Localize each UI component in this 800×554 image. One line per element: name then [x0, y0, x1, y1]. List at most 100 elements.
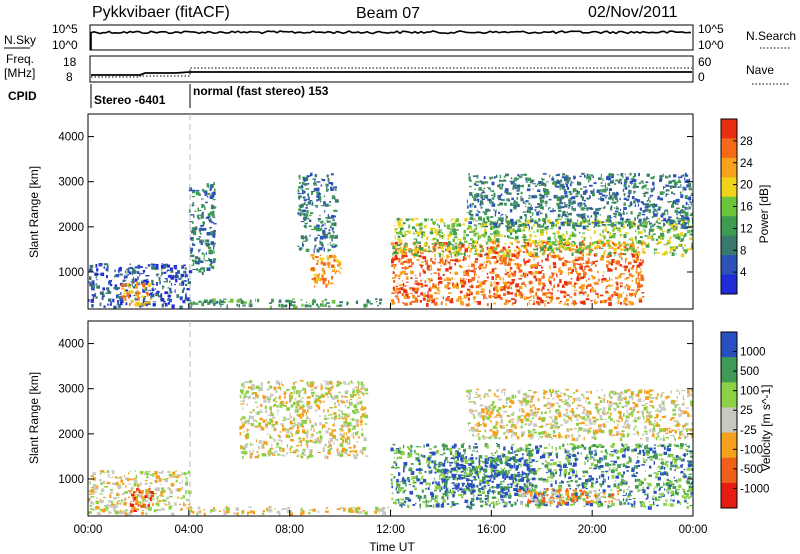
velocity-echo-cell	[136, 493, 139, 497]
power-echo-cell	[618, 212, 621, 216]
velocity-echo-cell	[314, 398, 317, 401]
power-echo-cell	[556, 273, 558, 277]
power-echo-cell	[209, 259, 213, 262]
power-echo-cell	[171, 283, 173, 286]
power-echo-cell	[536, 247, 539, 251]
power-echo-cell	[556, 202, 560, 207]
power-echo-cell	[529, 271, 533, 275]
power-echo-cell	[243, 301, 247, 304]
power-echo-cell	[686, 184, 691, 188]
power-echo-cell	[545, 226, 549, 228]
power-echo-cell	[496, 259, 499, 264]
velocity-echo-cell	[277, 413, 279, 416]
power-echo-cell	[564, 191, 568, 195]
power-echo-cell	[527, 177, 531, 181]
power-echo-cell	[210, 231, 215, 234]
power-echo-cell	[614, 253, 616, 257]
power-echo-cell	[618, 293, 623, 296]
power-echo-cell	[569, 235, 572, 237]
power-echo-cell	[633, 222, 636, 226]
power-echo-cell	[641, 259, 644, 264]
nsky-tick-bottom: 10^0	[52, 38, 78, 52]
power-echo-cell	[624, 182, 626, 185]
power-echo-cell	[310, 172, 313, 177]
velocity-echo-cell	[128, 483, 131, 485]
power-echo-cell	[456, 282, 459, 287]
power-echo-cell	[129, 271, 132, 275]
power-echo-cell	[140, 273, 144, 275]
power-echo-cell	[578, 232, 581, 234]
velocity-echo-cell	[133, 497, 137, 501]
power-echo-cell	[583, 236, 586, 241]
power-echo-cell	[377, 304, 379, 307]
power-echo-cell	[620, 181, 623, 185]
power-echo-cell	[640, 274, 644, 278]
velocity-echo-cell	[152, 503, 154, 506]
velocity-echo-cell	[269, 418, 273, 422]
power-echo-cell	[120, 284, 124, 288]
velocity-echo-cell	[349, 399, 353, 401]
power-echo-cell	[161, 268, 163, 271]
velocity-echo-cell	[261, 411, 263, 413]
power-echo-cell	[433, 248, 436, 250]
velocity-echo-cell	[179, 474, 182, 477]
power-echo-cell	[584, 265, 586, 270]
velocity-echo-cell	[89, 505, 92, 507]
power-echo-cell	[324, 298, 328, 301]
power-echo-cell	[533, 258, 536, 260]
velocity-echo-cell	[581, 444, 584, 447]
power-echo-cell	[636, 290, 638, 293]
power-echo-cell	[396, 247, 401, 250]
velocity-echo-cell	[226, 507, 230, 511]
power-echo-cell	[142, 280, 145, 283]
velocity-echo-cell	[241, 510, 243, 515]
velocity-echo-cell	[180, 509, 182, 511]
velocity-echo-cell	[642, 449, 645, 452]
power-echo-cell	[606, 231, 610, 234]
power-echo-cell	[627, 261, 632, 265]
velocity-echo-cell	[182, 495, 186, 499]
velocity-echo-cell	[172, 476, 176, 478]
power-echo-cell	[430, 218, 433, 221]
velocity-echo-cell	[293, 390, 295, 395]
power-echo-cell	[562, 233, 564, 235]
power-echo-cell	[507, 274, 511, 278]
power-echo-cell	[662, 252, 666, 256]
power-echo-cell	[690, 212, 693, 217]
power-echo-cell	[587, 278, 591, 280]
velocity-echo-cell	[272, 454, 276, 456]
power-echo-cell	[147, 282, 152, 287]
power-echo-cell	[530, 264, 533, 267]
power-echo-cell	[594, 299, 596, 303]
power-echo-cell	[677, 181, 681, 183]
velocity-echo-cell	[358, 436, 360, 439]
power-echo-cell	[187, 278, 190, 282]
power-echo-cell	[607, 224, 611, 226]
power-echo-cell	[193, 214, 195, 218]
power-echo-cell	[644, 235, 648, 237]
velocity-echo-cell	[247, 421, 249, 423]
power-echo-cell	[510, 266, 513, 268]
power-echo-cell	[213, 245, 216, 247]
power-echo-cell	[456, 229, 459, 231]
velocity-echo-cell	[299, 380, 304, 382]
power-echo-cell	[437, 290, 441, 292]
power-echo-cell	[618, 264, 620, 266]
power-echo-cell	[506, 226, 510, 228]
velocity-echo-cell	[134, 482, 137, 486]
power-echo-cell	[143, 279, 148, 282]
power-echo-cell	[425, 261, 429, 265]
power-echo-cell	[442, 296, 444, 299]
power-echo-cell	[397, 299, 400, 304]
velocity-echo-cell	[265, 412, 267, 414]
velocity-echo-cell	[129, 470, 131, 472]
velocity-echo-cell	[164, 479, 168, 483]
power-echo-cell	[213, 194, 215, 198]
power-echo-cell	[468, 221, 472, 225]
power-echo-cell	[558, 213, 561, 218]
velocity-echo-cell	[290, 431, 292, 435]
power-echo-cell	[199, 227, 203, 231]
power-echo-cell	[635, 256, 639, 260]
power-echo-cell	[449, 301, 454, 304]
velocity-echo-cell	[270, 447, 274, 450]
